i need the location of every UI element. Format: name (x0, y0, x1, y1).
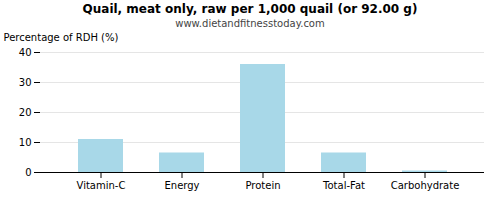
html-text:Quail, meat only, raw per 1,00: Quail, meat only, raw per 1,000 quail (o… (82, 2, 418, 16)
svg-text:30: 30 (19, 77, 32, 88)
svg-text:20: 20 (19, 107, 32, 118)
svg-text:Protein: Protein (245, 180, 280, 191)
svg-text:Carbohydrate: Carbohydrate (391, 180, 460, 191)
svg-text:Percentage of RDH (%): Percentage of RDH (%) (4, 32, 119, 43)
svg-text:0: 0 (25, 167, 31, 178)
svg-text:Energy: Energy (164, 180, 199, 191)
svg-text:Vitamin-C: Vitamin-C (77, 180, 126, 191)
svg-text:Total-Fat: Total-Fat (322, 180, 365, 191)
svg-text:10: 10 (19, 137, 32, 148)
svg-text:40: 40 (19, 47, 32, 58)
html-text:www.dietandfitnesstoday.com: www.dietandfitnesstoday.com (175, 18, 325, 29)
